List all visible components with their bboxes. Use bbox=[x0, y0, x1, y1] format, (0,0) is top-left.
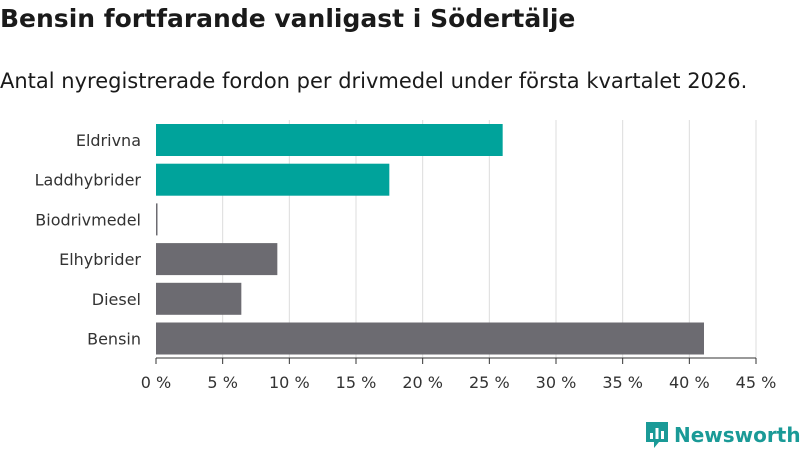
x-tick-label: 45 % bbox=[736, 373, 777, 392]
bar-bensin[interactable] bbox=[156, 322, 704, 355]
x-tick-label: 5 % bbox=[207, 373, 237, 392]
newsworthy-logo-icon bbox=[646, 422, 668, 448]
category-labels: Eldrivna Laddhybrider Biodrivmedel Elhybrid… bbox=[35, 131, 142, 349]
category-label: Biodrivmedel bbox=[35, 210, 141, 229]
category-label: Elhybrider bbox=[59, 250, 141, 269]
category-label: Eldrivna bbox=[76, 131, 141, 150]
x-tick-label: 20 % bbox=[402, 373, 443, 392]
bars bbox=[156, 124, 704, 355]
x-tick-label: 15 % bbox=[336, 373, 377, 392]
x-tick-label: 25 % bbox=[469, 373, 510, 392]
x-tick-label: 35 % bbox=[602, 373, 643, 392]
bar-laddhybrider[interactable] bbox=[156, 163, 390, 196]
bar-eldrivna[interactable] bbox=[156, 124, 503, 156]
bar-elhybrider[interactable] bbox=[156, 243, 278, 276]
category-label: Bensin bbox=[87, 330, 141, 349]
chart-subtitle: Antal nyregistrerade fordon per drivmede… bbox=[0, 69, 748, 93]
category-label: Laddhybrider bbox=[35, 171, 142, 190]
chart-title: Bensin fortfarande vanligast i Södertälj… bbox=[0, 4, 576, 33]
x-tick-label: 40 % bbox=[669, 373, 710, 392]
gridlines bbox=[222, 120, 757, 358]
x-tick-label: 30 % bbox=[536, 373, 577, 392]
bar-biodrivmedel[interactable] bbox=[156, 203, 158, 236]
newsworthy-logo-text: Newsworthy bbox=[674, 423, 800, 447]
newsworthy-logo[interactable]: Newsworthy bbox=[644, 420, 800, 450]
bar-diesel[interactable] bbox=[156, 282, 242, 315]
x-tick-label: 10 % bbox=[269, 373, 310, 392]
x-tick-label: 0 % bbox=[141, 373, 171, 392]
x-axis: 0 % 5 % 10 % 15 % 20 % 25 % 30 % 35 % 40 % 45 % bbox=[141, 357, 777, 392]
category-label: Diesel bbox=[92, 290, 141, 309]
